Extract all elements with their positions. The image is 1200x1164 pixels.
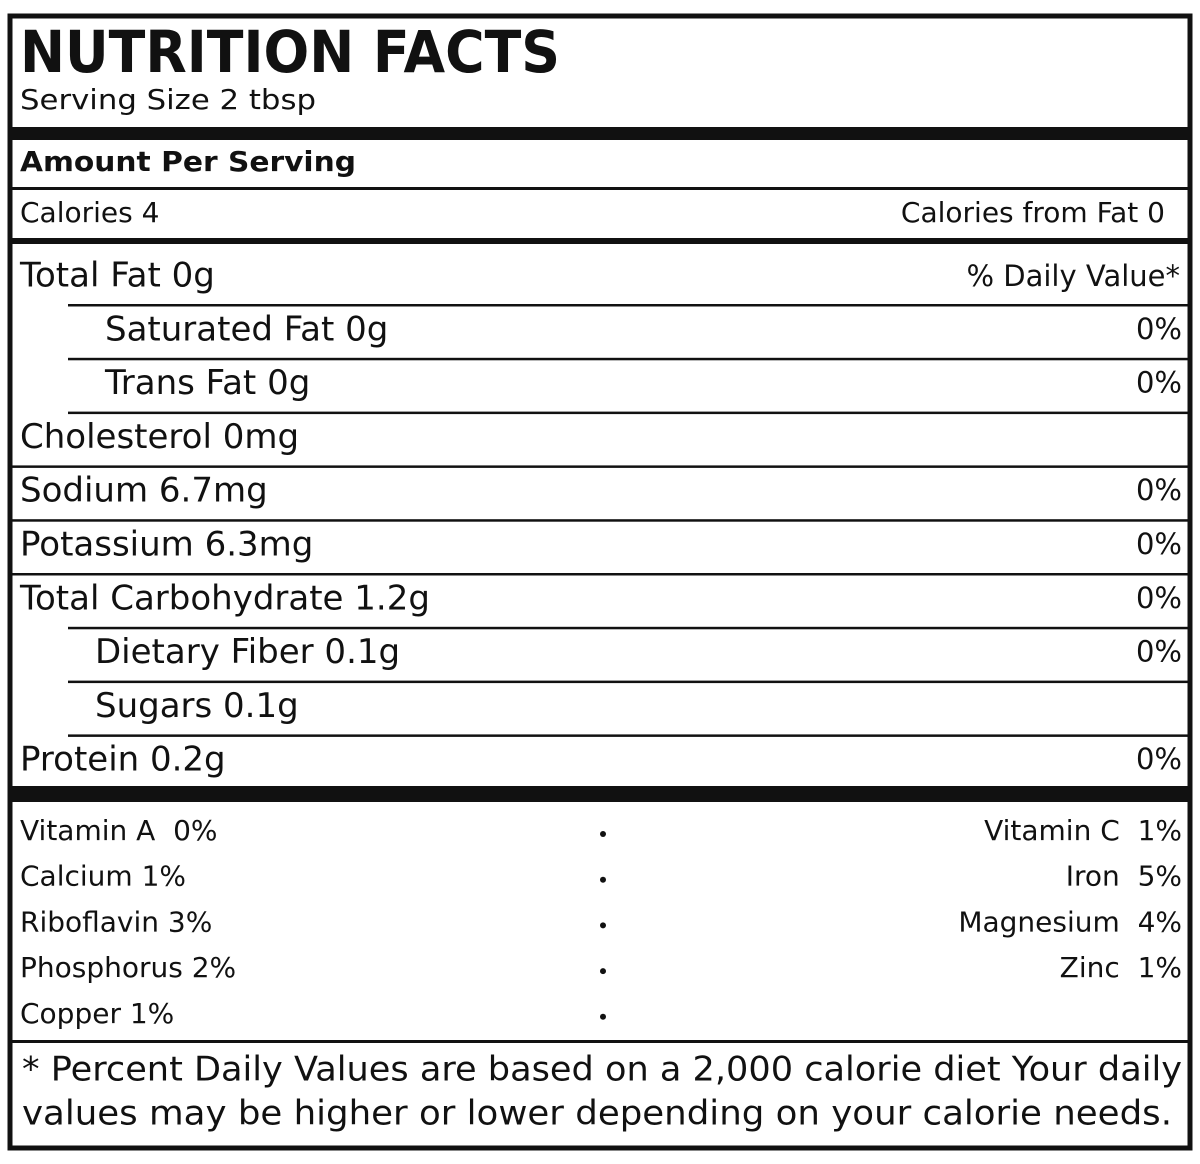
thick-rule bbox=[12, 786, 1188, 802]
nutrient-label: Total Fat 0g bbox=[19, 256, 215, 296]
rule bbox=[68, 680, 1188, 684]
serving-size: Serving Size 2 tbsp bbox=[20, 83, 316, 116]
rule bbox=[68, 626, 1188, 630]
thick-rule bbox=[12, 127, 1188, 140]
rule bbox=[12, 238, 1188, 244]
nutrient-percent: 0% bbox=[1136, 581, 1182, 615]
nutrient-label: Saturated Fat 0g bbox=[105, 309, 388, 349]
nutrient-label: Trans Fat 0g bbox=[104, 363, 310, 403]
vitamin-left: Calcium 1% bbox=[20, 860, 186, 893]
rule bbox=[12, 465, 1188, 468]
vitamin-left: Riboflavin 3% bbox=[20, 905, 212, 938]
nutrient-label: Cholesterol 0mg bbox=[20, 417, 299, 457]
nutrient-label: Total Carbohydrate 1.2g bbox=[19, 578, 430, 618]
rule bbox=[68, 357, 1188, 361]
nutrient-percent: 0% bbox=[1136, 312, 1182, 346]
footnote-line: * Percent Daily Values are based on a 2,… bbox=[22, 1050, 1182, 1090]
vitamin-right: Magnesium 4% bbox=[958, 905, 1182, 938]
rule bbox=[12, 519, 1188, 522]
rule bbox=[68, 411, 1188, 415]
vitamin-left: Phosphorus 2% bbox=[20, 951, 236, 984]
bullet bbox=[600, 1013, 606, 1020]
bullet bbox=[600, 876, 606, 883]
bullet bbox=[600, 968, 606, 975]
vitamin-left: Vitamin A 0% bbox=[20, 814, 218, 847]
bullet bbox=[600, 922, 606, 929]
nutrient-label: Dietary Fiber 0.1g bbox=[95, 632, 400, 672]
rule bbox=[68, 304, 1188, 307]
nutrient-percent: 0% bbox=[1136, 742, 1182, 776]
nutrient-percent: 0% bbox=[1136, 527, 1182, 561]
title: NUTRITION FACTS bbox=[20, 18, 560, 86]
calories-from-fat: Calories from Fat 0 bbox=[901, 196, 1165, 229]
rule bbox=[68, 734, 1188, 737]
vitamin-right: Zinc 1% bbox=[1060, 951, 1182, 984]
vitamin-left: Copper 1% bbox=[20, 997, 174, 1030]
calories: Calories 4 bbox=[20, 196, 159, 229]
rule bbox=[12, 1040, 1188, 1043]
nutrient-percent: 0% bbox=[1136, 366, 1182, 400]
bullet bbox=[600, 831, 606, 837]
nutrient-label: Protein 0.2g bbox=[20, 740, 226, 780]
vitamin-right: Iron 5% bbox=[1066, 860, 1182, 893]
daily-value-header: % Daily Value* bbox=[966, 259, 1180, 293]
nutrient-percent: 0% bbox=[1136, 473, 1182, 507]
rule bbox=[12, 573, 1188, 576]
nutrient-percent: 0% bbox=[1136, 635, 1182, 669]
border bbox=[7, 13, 1193, 1151]
footnote-line: values may be higher or lower depending … bbox=[22, 1094, 1172, 1134]
rule bbox=[12, 187, 1188, 190]
amount-per-serving: Amount Per Serving bbox=[20, 145, 356, 178]
nutrient-label: Sodium 6.7mg bbox=[20, 471, 268, 511]
nutrient-label: Potassium 6.3mg bbox=[20, 525, 313, 565]
nutrient-label: Sugars 0.1g bbox=[95, 686, 299, 726]
vitamin-right: Vitamin C 1% bbox=[984, 814, 1182, 847]
